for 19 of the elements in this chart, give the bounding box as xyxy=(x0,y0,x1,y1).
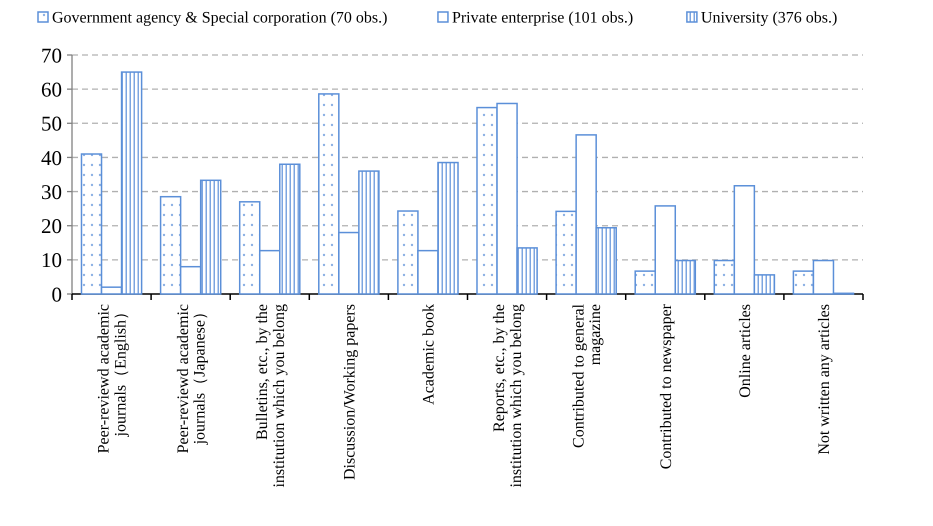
y-tick-label: 60 xyxy=(41,77,62,102)
legend-label: Government agency & Special corporation (70 obs.) xyxy=(52,10,388,27)
x-tick-label: Contributed to newspaper xyxy=(658,303,675,470)
legend-label: University (376 obs.) xyxy=(700,10,838,27)
x-tick-label: Discussion/Working papers xyxy=(341,304,358,480)
legend-label: Private enterprise (101 obs.) xyxy=(452,10,634,27)
y-tick-label: 30 xyxy=(41,180,62,204)
y-tick-label: 70 xyxy=(41,43,62,68)
x-tick-label: Contributed to general magazine xyxy=(570,303,604,448)
y-tick-label: 50 xyxy=(41,112,62,136)
y-tick-label: 0 xyxy=(52,282,62,306)
x-tick-label: Academic book xyxy=(420,304,438,405)
x-tick-label: Peer-reviewd academic journals（English） xyxy=(96,304,130,454)
x-tick-label: Reports, etc., by the institution which you belong xyxy=(491,304,526,488)
y-tick-label: 40 xyxy=(41,146,62,170)
x-tick-label: Not written any articles xyxy=(816,304,834,455)
y-tick-label: 20 xyxy=(41,214,62,238)
x-tick-label: Online articles xyxy=(736,304,754,398)
y-tick-label: 10 xyxy=(41,248,62,272)
